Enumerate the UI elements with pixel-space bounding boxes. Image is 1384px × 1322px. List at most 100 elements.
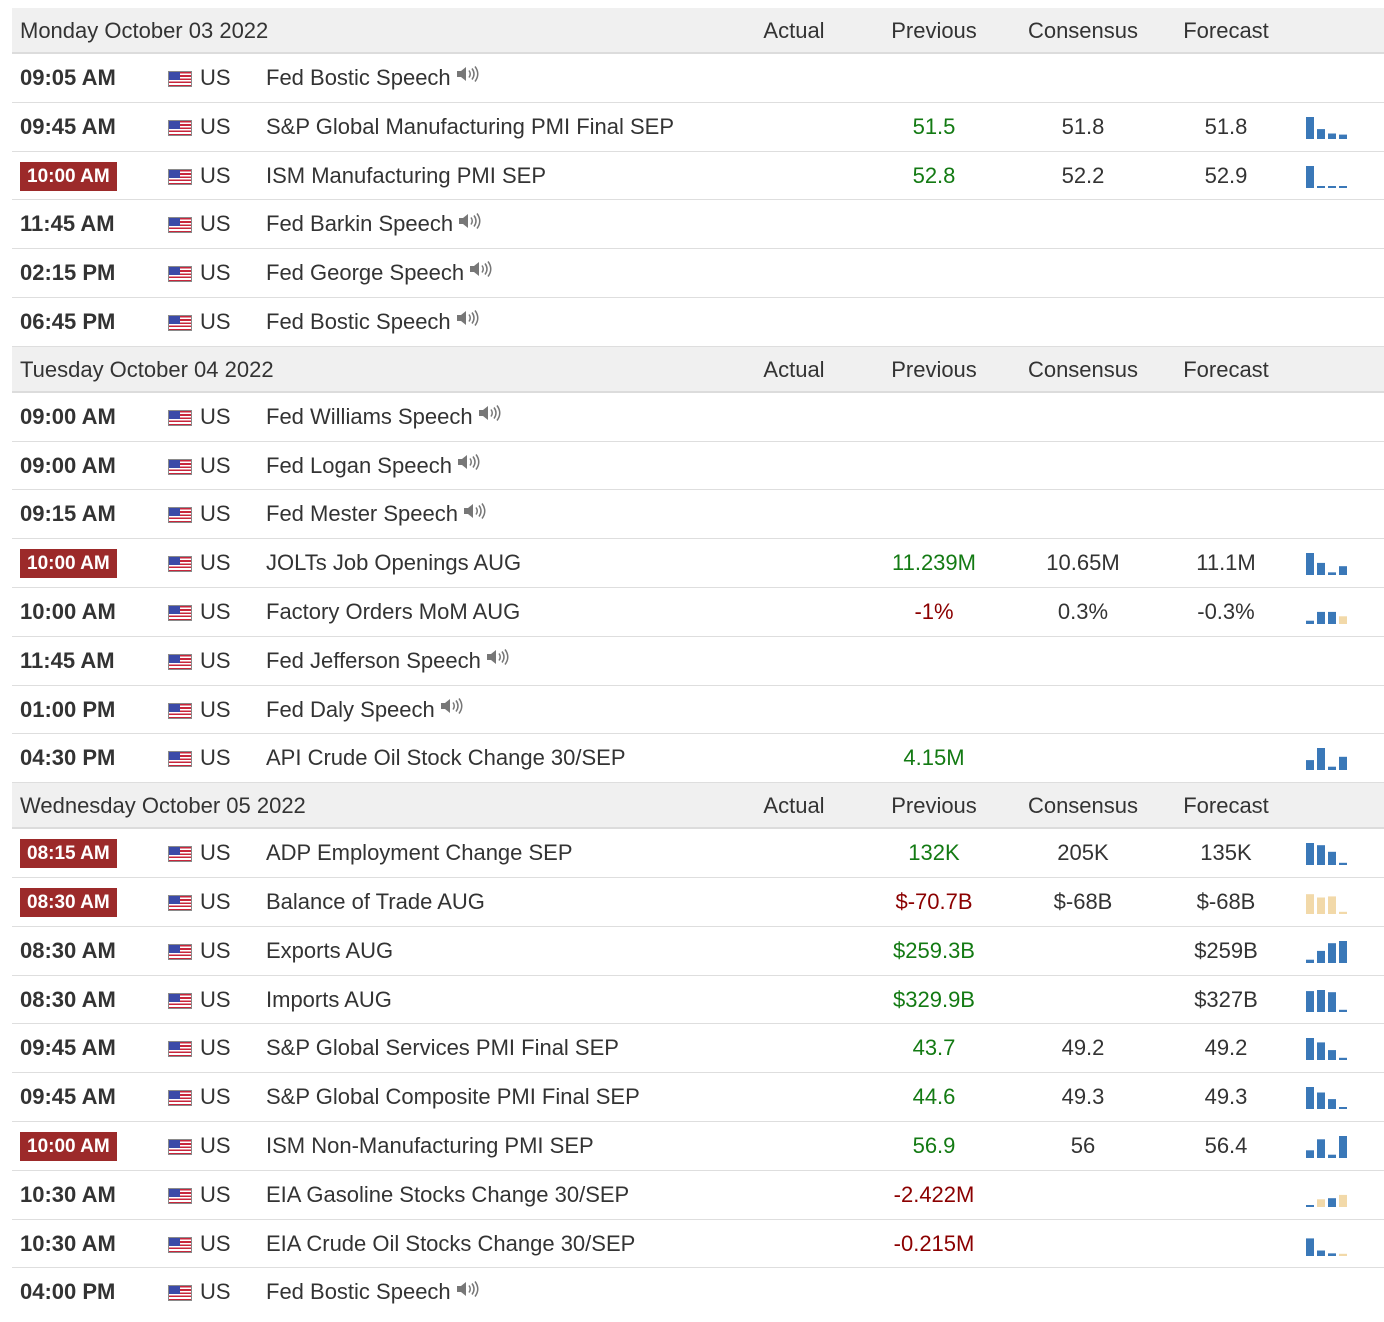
event-row[interactable]: 09:45 AM US S&P Global Manufacturing PMI F…	[12, 102, 1384, 152]
consensus-value: 205K	[1057, 840, 1109, 866]
event-row[interactable]: 11:45 AM US Fed Jefferson Speech	[12, 636, 1384, 686]
country-code: US	[200, 1084, 231, 1110]
speaker-icon	[455, 296, 479, 344]
column-header-consensus: Consensus	[1027, 793, 1139, 819]
event-name-link[interactable]: Fed Barkin Speech	[266, 200, 481, 248]
event-row[interactable]: 09:45 AM US S&P Global Services PMI Final …	[12, 1024, 1384, 1074]
sparkline-chart[interactable]	[1306, 890, 1350, 914]
previous-value: 56.9	[912, 1132, 956, 1158]
event-row[interactable]: 04:00 PM US Fed Bostic Speech	[12, 1268, 1384, 1318]
column-header-forecast: Forecast	[1183, 356, 1269, 382]
event-name-link[interactable]: API Crude Oil Stock Change 30/SEP	[266, 734, 626, 782]
event-name-link[interactable]: Fed Williams Speech	[266, 393, 501, 441]
event-name-link[interactable]: Fed Bostic Speech	[266, 298, 479, 346]
event-row[interactable]: 06:45 PM US Fed Bostic Speech	[12, 297, 1384, 347]
sparkline-bar	[1306, 620, 1314, 624]
event-row[interactable]: 09:00 AM US Fed Logan Speech	[12, 441, 1384, 491]
event-name-link[interactable]: Fed Jefferson Speech	[266, 637, 509, 685]
event-name-link[interactable]: Fed George Speech	[266, 249, 492, 297]
event-time: 01:00 PM	[20, 696, 116, 722]
event-name: Fed Logan Speech	[266, 452, 452, 478]
sparkline-chart[interactable]	[1306, 115, 1350, 139]
sparkline-bar	[1306, 894, 1314, 914]
country-code: US	[200, 260, 231, 286]
event-time: 10:30 AM	[20, 1181, 116, 1207]
sparkline-chart[interactable]	[1306, 988, 1350, 1012]
day-header: Tuesday October 04 2022 Actual Previous Con…	[12, 346, 1384, 393]
event-row[interactable]: 08:30 AM US Exports AUG $259.3B $259B	[12, 926, 1384, 976]
column-header-consensus: Consensus	[1027, 18, 1139, 43]
event-row[interactable]: 09:05 AM US Fed Bostic Speech	[12, 54, 1384, 103]
previous-value: -2.422M	[893, 1181, 975, 1207]
day-header: Wednesday October 05 2022 Actual Previous C…	[12, 783, 1384, 830]
event-name: ISM Non-Manufacturing PMI SEP	[266, 1132, 594, 1158]
event-row[interactable]: 09:00 AM US Fed Williams Speech	[12, 392, 1384, 442]
event-name: Balance of Trade AUG	[266, 888, 485, 914]
sparkline-chart[interactable]	[1306, 1036, 1350, 1061]
event-row[interactable]: 01:00 PM US Fed Daly Speech	[12, 685, 1384, 735]
event-name-link[interactable]: Fed Logan Speech	[266, 442, 480, 490]
previous-value: 52.8	[912, 162, 956, 188]
previous-value: 11.239M	[892, 550, 976, 576]
event-row[interactable]: 09:15 AM US Fed Mester Speech	[12, 490, 1384, 540]
event-name-link[interactable]: ADP Employment Change SEP	[266, 829, 573, 877]
sparkline-chart[interactable]	[1306, 551, 1350, 576]
sparkline-chart[interactable]	[1306, 1183, 1350, 1207]
event-row[interactable]: 02:15 PM US Fed George Speech	[12, 249, 1384, 298]
event-name-link[interactable]: EIA Gasoline Stocks Change 30/SEP	[266, 1171, 629, 1219]
sparkline-chart[interactable]	[1306, 841, 1350, 866]
sparkline-chart[interactable]	[1306, 164, 1350, 188]
forecast-value: $259B	[1194, 937, 1258, 963]
event-row[interactable]: 10:00 AM US ISM Non-Manufacturing PMI SEP 5…	[12, 1121, 1384, 1171]
sparkline-chart[interactable]	[1306, 939, 1350, 963]
sparkline-bar	[1317, 185, 1325, 188]
sparkline-chart[interactable]	[1306, 746, 1350, 771]
event-row[interactable]: 10:30 AM US EIA Crude Oil Stocks Change 30…	[12, 1219, 1384, 1269]
sparkline-chart[interactable]	[1306, 1232, 1350, 1256]
event-row[interactable]: 08:15 AM US ADP Employment Change SEP 132K 2…	[12, 829, 1384, 878]
event-name-link[interactable]: ISM Non-Manufacturing PMI SEP	[266, 1122, 594, 1170]
country-code: US	[200, 1279, 231, 1305]
event-name-link[interactable]: S&P Global Composite PMI Final SEP	[266, 1073, 640, 1121]
event-name-link[interactable]: Balance of Trade AUG	[266, 878, 485, 926]
consensus-value: 49.3	[1061, 1084, 1105, 1110]
event-row[interactable]: 10:30 AM US EIA Gasoline Stocks Change 30/…	[12, 1170, 1384, 1220]
event-row[interactable]: 10:00 AM US ISM Manufacturing PMI SEP 52.8 5…	[12, 151, 1384, 201]
event-name-link[interactable]: Factory Orders MoM AUG	[266, 588, 520, 636]
previous-value: 132K	[908, 840, 960, 866]
speaker-icon	[457, 199, 481, 247]
event-row[interactable]: 08:30 AM US Balance of Trade AUG $-70.7B $-6…	[12, 877, 1384, 927]
country-code: US	[200, 113, 231, 139]
event-name-link[interactable]: Imports AUG	[266, 976, 392, 1024]
sparkline-chart[interactable]	[1306, 1085, 1350, 1110]
speaker-icon	[455, 1267, 479, 1315]
us-flag-icon	[168, 1138, 192, 1155]
sparkline-bar	[1328, 611, 1336, 624]
event-name: Exports AUG	[266, 937, 394, 963]
sparkline-chart[interactable]	[1306, 600, 1350, 624]
event-name-link[interactable]: ISM Manufacturing PMI SEP	[266, 152, 546, 200]
event-row[interactable]: 11:45 AM US Fed Barkin Speech	[12, 200, 1384, 250]
event-name-link[interactable]: Fed Daly Speech	[266, 686, 463, 734]
event-name-link[interactable]: Fed Mester Speech	[266, 490, 486, 538]
event-row[interactable]: 08:30 AM US Imports AUG $329.9B $327B	[12, 975, 1384, 1025]
us-flag-icon	[168, 992, 192, 1009]
forecast-value: 52.9	[1204, 162, 1248, 188]
sparkline-bar	[1328, 185, 1336, 188]
event-row[interactable]: 09:45 AM US S&P Global Composite PMI Final…	[12, 1073, 1384, 1122]
event-time: 09:15 AM	[20, 501, 116, 527]
event-row[interactable]: 10:00 AM US Factory Orders MoM AUG -1% 0.3% -…	[12, 587, 1384, 637]
event-name-link[interactable]: EIA Crude Oil Stocks Change 30/SEP	[266, 1220, 635, 1268]
event-name-link[interactable]: JOLTs Job Openings AUG	[266, 539, 521, 587]
event-name: Fed Daly Speech	[266, 696, 435, 722]
event-name-link[interactable]: Fed Bostic Speech	[266, 1268, 479, 1316]
event-name-link[interactable]: Fed Bostic Speech	[266, 54, 479, 102]
event-name-link[interactable]: S&P Global Services PMI Final SEP	[266, 1024, 619, 1072]
event-row[interactable]: 10:00 AM US JOLTs Job Openings AUG 11.239M 1…	[12, 539, 1384, 588]
event-row[interactable]: 04:30 PM US API Crude Oil Stock Change 30/…	[12, 734, 1384, 784]
sparkline-bar	[1317, 1199, 1325, 1207]
event-name-link[interactable]: S&P Global Manufacturing PMI Final SEP	[266, 103, 674, 151]
sparkline-bar	[1339, 1194, 1347, 1207]
event-name-link[interactable]: Exports AUG	[266, 927, 393, 975]
sparkline-chart[interactable]	[1306, 1134, 1350, 1158]
